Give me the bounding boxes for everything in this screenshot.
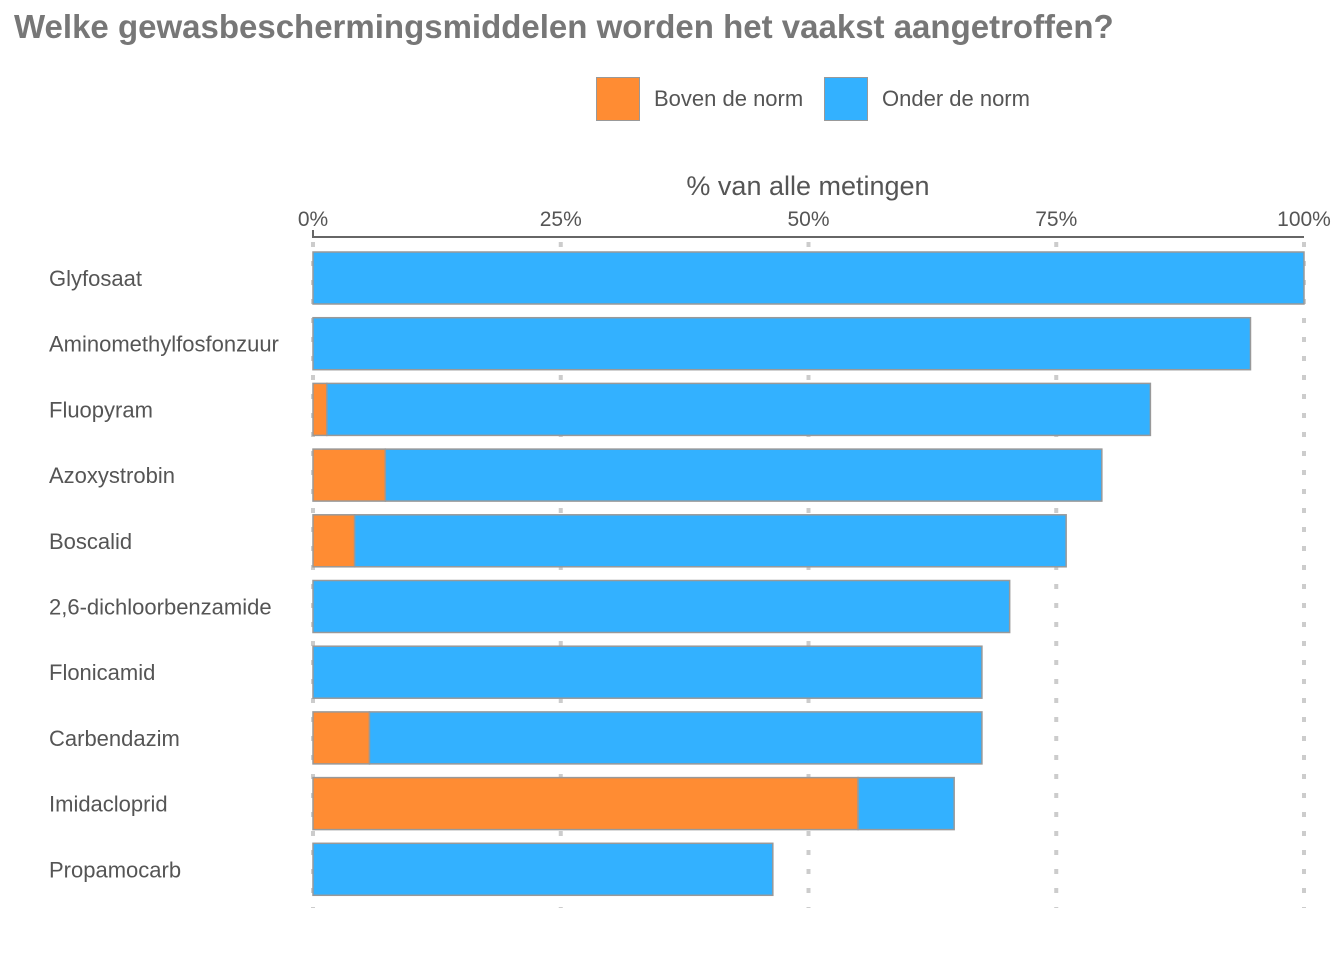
category-label: 2,6-dichloorbenzamide <box>49 595 272 620</box>
category-label: Imidacloprid <box>49 792 168 817</box>
category-label: Glyfosaat <box>49 266 142 291</box>
legend-swatch-onder <box>824 77 868 121</box>
legend-swatch-boven <box>596 77 640 121</box>
x-tick-label: 100% <box>1277 208 1331 231</box>
bar-boven <box>312 448 387 502</box>
chart-title: Welke gewasbeschermingsmiddelen worden h… <box>14 8 1114 45</box>
x-tick-label: 75% <box>1035 208 1077 231</box>
bar-onder <box>857 776 955 831</box>
category-label: Carbendazim <box>49 726 180 751</box>
x-tick-label: 0% <box>298 208 328 231</box>
bar-boven <box>312 514 356 568</box>
bar-boven <box>312 711 371 765</box>
category-label: Aminomethylfosfonzuur <box>49 332 279 357</box>
legend-item-onder: Onder de norm <box>824 77 1030 121</box>
category-label: Flonicamid <box>49 660 155 685</box>
legend-label-onder: Onder de norm <box>882 86 1030 111</box>
bar-onder <box>312 316 1252 371</box>
category-label: Boscalid <box>49 529 132 554</box>
legend-label-boven: Boven de norm <box>654 86 804 111</box>
bar-onder <box>353 514 1067 568</box>
bar-onder <box>312 579 1011 634</box>
bar-onder <box>312 251 1305 305</box>
x-tick-label: 50% <box>787 208 829 231</box>
bar-onder <box>368 711 983 765</box>
category-label: Propamocarb <box>49 857 181 882</box>
category-label: Azoxystrobin <box>49 463 175 488</box>
bar-boven <box>312 382 328 437</box>
bar-onder <box>326 382 1152 437</box>
bar-onder <box>312 842 774 897</box>
bar-onder <box>312 645 983 699</box>
bar-boven <box>312 776 859 831</box>
category-label: Fluopyram <box>49 397 153 422</box>
x-tick-label: 25% <box>540 208 582 231</box>
legend-item-boven: Boven de norm <box>596 77 803 121</box>
bar-onder <box>384 448 1103 502</box>
x-axis-label: % van alle metingen <box>686 171 929 201</box>
